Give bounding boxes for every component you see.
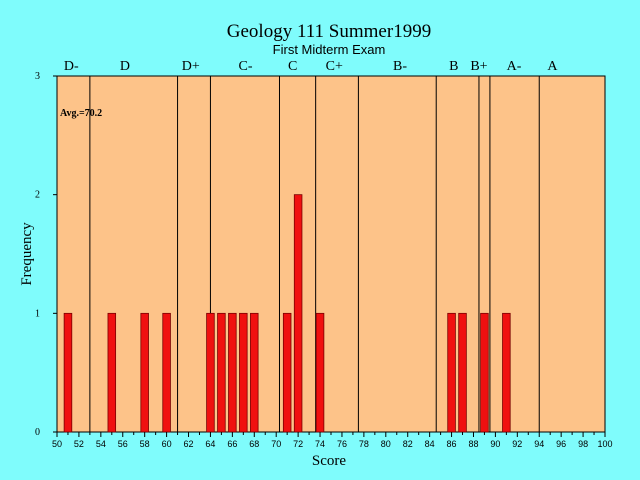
grade-label: A [547,59,558,74]
x-tick-label: 76 [337,439,347,449]
histogram-bar [107,312,117,433]
histogram-bar [282,312,292,433]
grade-label: C- [239,59,253,74]
x-tick-label: 100 [597,439,612,449]
x-tick-label: 68 [249,439,259,449]
histogram-bar [239,312,248,433]
grade-label: B- [393,59,407,74]
x-tick-label: 58 [140,439,150,449]
x-tick-label: 52 [74,439,84,449]
y-tick-label: 1 [35,308,40,319]
x-tick-label: 90 [490,439,500,449]
histogram-bar [63,312,73,433]
grade-label: C+ [326,59,343,74]
x-tick-label: 78 [359,439,369,449]
x-tick-label: 66 [227,439,237,449]
x-tick-label: 92 [512,439,522,449]
chart-subtitle: First Midterm Exam [273,42,386,57]
x-tick-label: 64 [205,439,215,449]
x-tick-label: 80 [381,439,391,449]
histogram-bar [458,312,467,433]
y-tick-label: 2 [35,190,40,201]
x-tick-label: 84 [425,439,435,449]
y-axis-label: Frequency [19,222,35,286]
x-tick-label: 70 [271,439,281,449]
x-axis-label: Score [312,453,346,469]
histogram-bar [228,312,237,433]
x-tick-label: 56 [118,439,128,449]
histogram-bar [140,312,149,433]
histogram-bar [217,312,226,433]
grade-label: B [449,59,458,74]
grade-labels: D- D D+ C- C C+ B- B B+ A- A [64,59,558,74]
grade-label: D [120,59,130,74]
y-tick-label: 0 [35,427,40,438]
plot-area [56,75,606,433]
x-tick-label: 54 [96,439,106,449]
x-tick-label: 62 [184,439,194,449]
x-tick-label: 82 [403,439,413,449]
x-tick-label: 50 [52,439,62,449]
average-label: Avg.=70.2 [60,108,102,119]
x-tick-label: 86 [447,439,457,449]
histogram-bar [502,312,511,433]
x-tick-label: 94 [534,439,544,449]
grade-label: D- [64,59,79,74]
grade-label: D+ [182,59,200,74]
grade-label: A- [507,59,522,74]
y-tick-label: 3 [35,71,40,82]
grade-label: B+ [470,59,487,74]
histogram-bar [162,312,171,433]
grade-label: C [288,59,297,74]
histogram-bar [447,312,456,433]
axes: 50 52 54 56 58 60 62 64 66 68 70 72 74 76 78 80 82 84 86 88… [35,71,613,449]
histogram-bar [206,312,215,433]
histogram-bar [480,312,489,433]
x-tick-label: 72 [293,439,303,449]
histogram-bar [293,194,303,433]
x-tick-label: 96 [556,439,566,449]
x-tick-label: 98 [578,439,588,449]
grade-cutoff-lines [89,76,540,432]
histogram-bar [315,312,325,433]
chart-title: Geology 111 Summer1999 [227,21,431,42]
x-tick-label: 60 [162,439,172,449]
x-tick-label: 88 [468,439,478,449]
x-tick-label: 74 [315,439,325,449]
histogram-bar [250,312,259,433]
histogram-bars [63,194,511,433]
